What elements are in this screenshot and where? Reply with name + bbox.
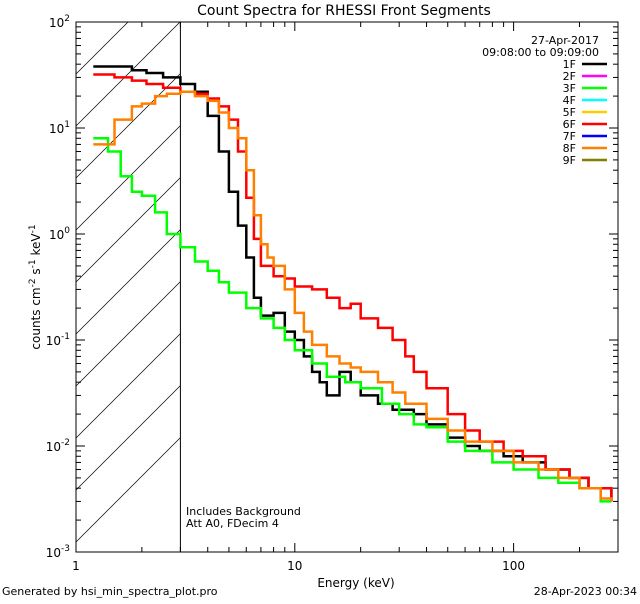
y-tick-label: 101 [49,120,70,136]
hatch-line [76,22,285,231]
hatch-line [76,22,181,127]
y-tick-label: 100 [49,226,70,242]
y-tick-label: 10-3 [46,544,70,560]
series-line-3F [93,137,612,503]
y-tick-label: 10-2 [46,438,70,454]
x-axis-label: Energy (keV) [317,576,394,590]
info-date: 27-Apr-2017 [531,34,599,47]
footer-generated-by: Generated by hsi_min_spectra_plot.pro [2,585,218,598]
annotation-attenuator: Att A0, FDecim 4 [186,517,279,530]
legend-label: 7F [563,130,576,143]
axes: 1 10 100 102 101 100 10-1 10-2 10-3 [46,14,619,573]
chart-title: Count Spectra for RHESSI Front Segments [197,3,491,19]
legend-label: 4F [563,94,576,107]
y-tick-label: 10-1 [46,332,70,348]
legend-label: 5F [563,106,576,119]
y-tick-label: 102 [49,14,70,30]
x-tick-label: 1 [72,559,80,573]
legend-label: 6F [563,118,576,131]
plot-frame [75,21,619,553]
footer-timestamp: 28-Apr-2023 00:34 [534,585,637,598]
legend-label: 8F [563,142,576,155]
info-time-range: 09:08:00 to 09:09:00 [482,46,599,59]
legend-label: 3F [563,82,576,95]
legend-label: 2F [563,70,576,83]
series-layer [93,65,613,503]
x-tick-label: 10 [287,559,302,573]
x-tick-label: 100 [502,559,525,573]
hatch-mask [180,22,618,552]
series-line-8F [93,90,613,502]
y-axis-label: counts cm-2 s-1 keV-1 [28,224,43,349]
annotation-background: Includes Background [186,505,301,518]
hatch-line [76,22,337,283]
legend-label: 9F [563,154,576,167]
legend-label: 1F [563,58,576,71]
